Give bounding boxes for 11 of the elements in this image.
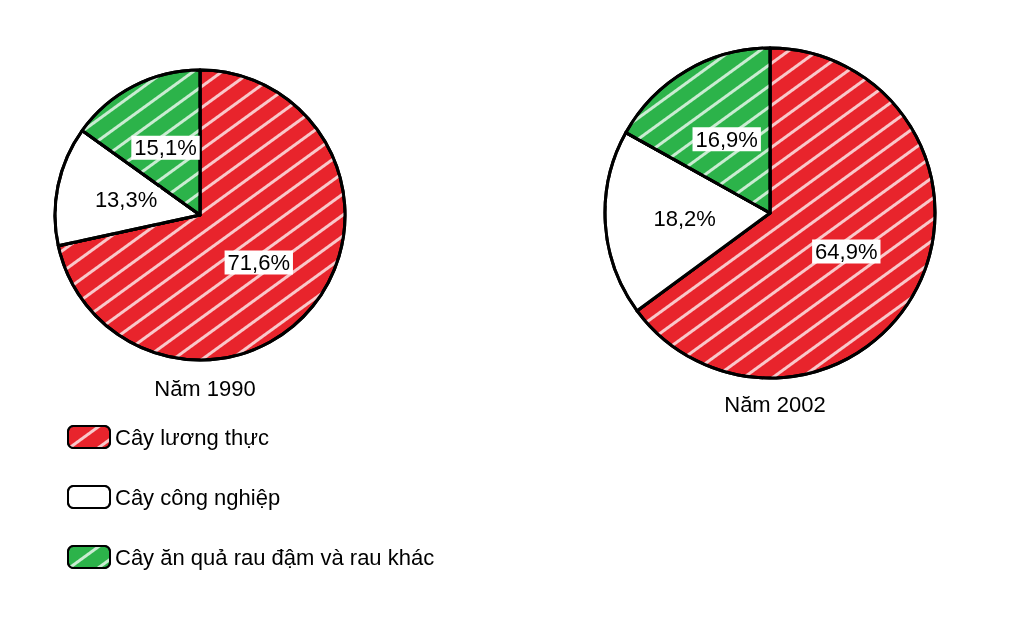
text: Năm 2002 — [724, 391, 826, 417]
data-label: 18,2% — [653, 205, 716, 231]
data-label: 16,9% — [695, 126, 758, 152]
legend-label: Cây lương thực — [115, 424, 269, 450]
legend-label: Cây công nghiệp — [115, 484, 281, 510]
text: Năm 1990 — [154, 375, 256, 401]
legend-label: Cây ăn quả rau đậm và rau khác — [115, 544, 435, 570]
data-label: 71,6% — [227, 249, 290, 275]
data-label: 13,3% — [94, 187, 158, 213]
data-label: 15,1% — [134, 135, 197, 161]
data-label: 64,9% — [815, 239, 878, 265]
